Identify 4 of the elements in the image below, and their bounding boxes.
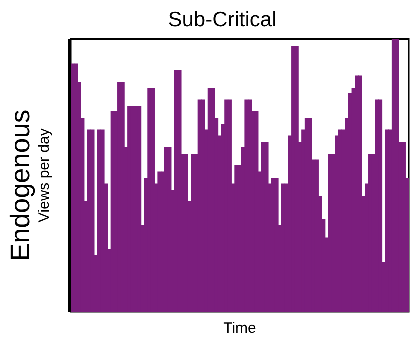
chart-title: Sub-Critical [168, 8, 277, 32]
text: Endogenous [5, 110, 36, 262]
x-axis-title: Time [224, 320, 256, 338]
y-axis-title: Views per day [36, 128, 54, 223]
